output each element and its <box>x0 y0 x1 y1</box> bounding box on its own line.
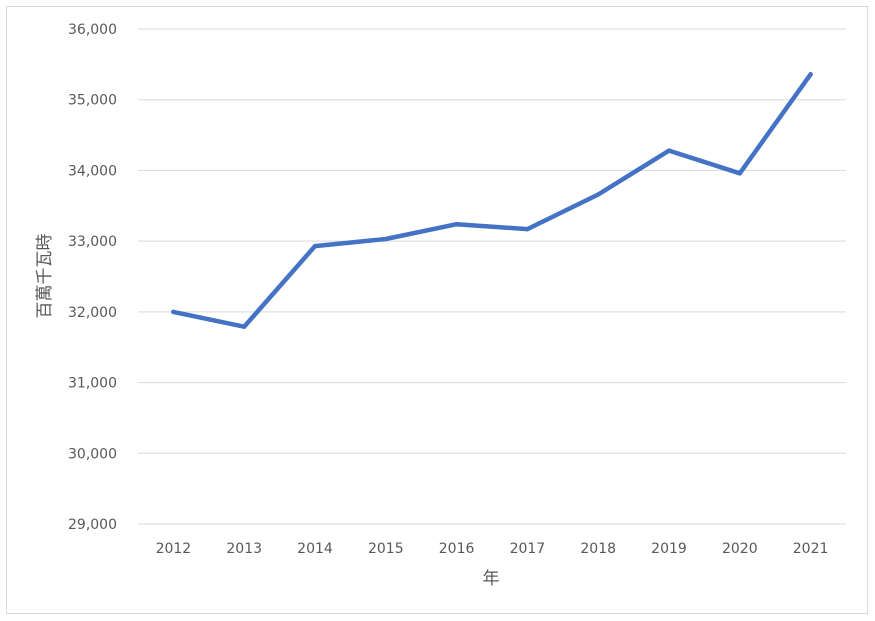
series-layer <box>171 72 813 329</box>
data-point <box>171 309 176 315</box>
x-tick-label: 2016 <box>439 541 475 557</box>
y-tick-label: 33,000 <box>68 234 117 250</box>
chart-frame <box>6 6 868 614</box>
y-tick-label: 34,000 <box>68 163 117 179</box>
x-tick-label: 2019 <box>651 541 687 557</box>
y-tick-label: 31,000 <box>68 376 117 392</box>
x-tick-label: 2021 <box>793 541 829 557</box>
series-line <box>171 72 813 329</box>
x-tick-label: 2014 <box>297 541 333 557</box>
y-tick-label: 36,000 <box>68 22 117 38</box>
data-point <box>525 226 530 232</box>
x-axis-ticks: 2012 2013 2014 2015 2016 2017 2018 2019 2020 2021 <box>156 541 829 557</box>
y-tick-label: 30,000 <box>68 446 117 462</box>
data-point <box>454 221 459 227</box>
data-point <box>383 236 388 242</box>
data-point <box>808 72 813 77</box>
x-axis-title: 年 <box>483 569 500 589</box>
y-axis-title: 百萬千瓦時 <box>35 234 55 319</box>
data-point <box>596 192 601 197</box>
x-tick-label: 2018 <box>580 541 616 557</box>
data-point <box>242 324 247 329</box>
gridlines <box>138 28 846 525</box>
x-tick-label: 2020 <box>722 541 758 557</box>
y-tick-label: 29,000 <box>68 517 117 533</box>
data-point <box>737 171 742 176</box>
data-point <box>312 243 318 249</box>
x-tick-label: 2015 <box>368 541 404 557</box>
x-tick-label: 2012 <box>156 541 192 557</box>
x-tick-label: 2013 <box>226 541 262 557</box>
data-point <box>666 148 672 153</box>
y-tick-label: 35,000 <box>68 93 117 109</box>
y-axis-ticks: 29,000 30,000 31,000 32,000 33,000 34,000 35,0… <box>68 22 117 533</box>
y-tick-label: 32,000 <box>68 305 117 321</box>
x-tick-label: 2017 <box>510 541 546 557</box>
